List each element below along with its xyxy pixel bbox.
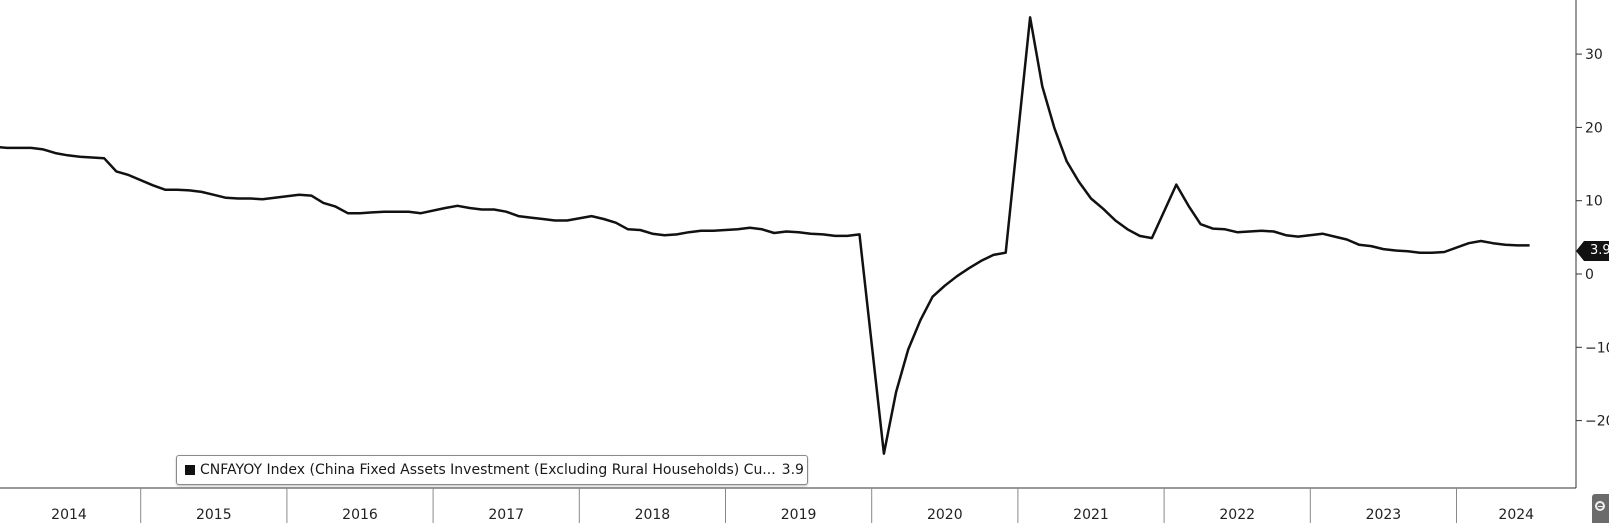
y-tick-label: 0 (1585, 267, 1594, 283)
x-year-label: 2016 (342, 507, 378, 523)
x-year-label: 2015 (196, 507, 232, 523)
x-axis: 2014 2015 2016 2017 2018 2019 2020 2021 2022 2023… (51, 488, 1534, 523)
last-value-badge: 3.9 (1576, 241, 1609, 261)
x-year-label: 2014 (51, 507, 87, 523)
y-axis: 30 20 10 0 −10 −20 (1576, 47, 1609, 430)
series-line-cnfayoy (0, 16, 1530, 455)
legend-swatch (185, 465, 195, 475)
zoom-out-icon (1595, 501, 1605, 511)
x-year-label: 2020 (927, 507, 963, 523)
x-year-label: 2022 (1219, 507, 1255, 523)
y-tick-label: 10 (1585, 194, 1603, 210)
legend[interactable]: CNFAYOY Index (China Fixed Assets Invest… (176, 455, 808, 485)
y-tick-label: 30 (1585, 47, 1603, 63)
y-tick-label: 20 (1585, 120, 1603, 136)
y-tick-label: −20 (1585, 414, 1609, 430)
x-year-label: 2018 (635, 507, 671, 523)
x-year-label: 2024 (1498, 507, 1534, 523)
x-year-label: 2021 (1073, 507, 1109, 523)
y-tick-label: −10 (1585, 340, 1609, 356)
legend-series-name: CNFAYOY Index (China Fixed Assets Invest… (200, 462, 776, 478)
x-year-label: 2019 (781, 507, 817, 523)
plot-area (0, 16, 1530, 455)
x-year-label: 2017 (488, 507, 524, 523)
chart-options-button[interactable] (1592, 494, 1609, 523)
legend-last-value: 3.9 (781, 462, 804, 478)
x-year-label: 2023 (1366, 507, 1402, 523)
